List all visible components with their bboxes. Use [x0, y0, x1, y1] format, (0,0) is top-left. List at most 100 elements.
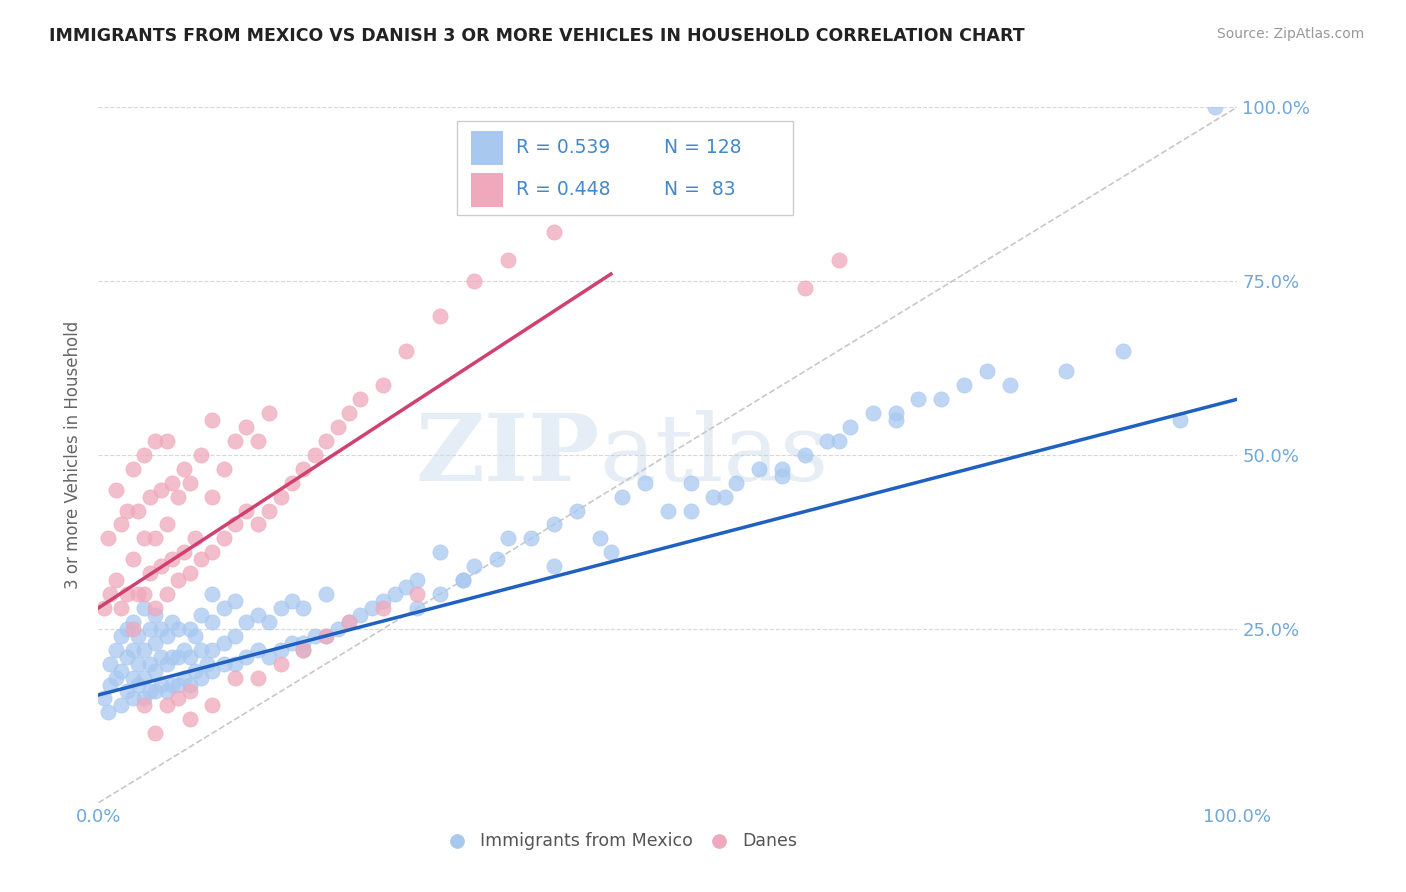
Point: [326, 420, 349, 434]
Point: [281, 475, 304, 490]
Point: [429, 309, 451, 323]
Point: [1170, 413, 1192, 427]
Point: [337, 406, 360, 420]
Point: [184, 664, 207, 678]
Point: [115, 649, 138, 664]
Point: [150, 649, 173, 664]
Point: [162, 552, 184, 566]
Point: [93, 601, 115, 615]
Point: [145, 684, 167, 698]
Point: [98, 657, 121, 671]
Point: [793, 448, 815, 462]
Point: [184, 532, 207, 546]
Point: [179, 622, 201, 636]
Point: [281, 594, 304, 608]
Point: [121, 642, 143, 657]
Point: [315, 434, 337, 448]
Point: [212, 532, 235, 546]
Point: [337, 615, 360, 629]
Point: [463, 559, 485, 574]
Point: [588, 532, 610, 546]
Point: [121, 671, 143, 685]
Point: [138, 490, 160, 504]
Point: [179, 649, 201, 664]
Point: [235, 615, 257, 629]
Bar: [471, 131, 503, 165]
Point: [349, 392, 371, 407]
Text: R = 0.539: R = 0.539: [516, 138, 610, 157]
Point: [235, 503, 257, 517]
Point: [371, 601, 394, 615]
Point: [292, 642, 315, 657]
Point: [543, 517, 565, 532]
Point: [657, 503, 679, 517]
Point: [156, 657, 179, 671]
Point: [104, 671, 127, 685]
Point: [304, 448, 326, 462]
Point: [98, 677, 121, 691]
Point: [212, 462, 235, 476]
Point: [998, 378, 1021, 392]
Point: [179, 712, 201, 726]
Point: [349, 607, 371, 622]
Point: [270, 657, 292, 671]
Point: [201, 545, 224, 559]
Point: [167, 490, 190, 504]
Point: [371, 594, 394, 608]
Point: [770, 468, 793, 483]
Point: [315, 629, 337, 643]
Point: [145, 726, 167, 740]
Point: [132, 671, 155, 685]
Point: [201, 413, 224, 427]
Point: [96, 706, 118, 720]
Point: [815, 434, 838, 448]
Point: [770, 462, 793, 476]
Point: [976, 364, 998, 378]
Point: [179, 566, 201, 581]
Point: [127, 587, 149, 601]
Point: [104, 483, 127, 497]
Point: [115, 684, 138, 698]
Point: [725, 475, 748, 490]
Point: [451, 573, 474, 587]
Point: [224, 657, 246, 671]
Point: [156, 684, 179, 698]
Point: [167, 677, 190, 691]
Point: [156, 434, 179, 448]
Text: IMMIGRANTS FROM MEXICO VS DANISH 3 OR MORE VEHICLES IN HOUSEHOLD CORRELATION CHA: IMMIGRANTS FROM MEXICO VS DANISH 3 OR MO…: [49, 27, 1025, 45]
Point: [714, 490, 737, 504]
Point: [224, 671, 246, 685]
Point: [167, 573, 190, 587]
Text: ZIP: ZIP: [415, 410, 599, 500]
Point: [121, 552, 143, 566]
Point: [793, 281, 815, 295]
Point: [156, 698, 179, 713]
Point: [304, 629, 326, 643]
Point: [132, 698, 155, 713]
Point: [451, 573, 474, 587]
Point: [150, 622, 173, 636]
Point: [862, 406, 884, 420]
Point: [270, 642, 292, 657]
Point: [121, 622, 143, 636]
Point: [576, 184, 599, 198]
Point: [929, 392, 952, 407]
Point: [224, 629, 246, 643]
Point: [679, 475, 702, 490]
Point: [839, 420, 862, 434]
Point: [162, 649, 184, 664]
Point: [224, 517, 246, 532]
Point: [98, 587, 121, 601]
Point: [115, 587, 138, 601]
Point: [132, 532, 155, 546]
Text: R = 0.448: R = 0.448: [516, 179, 610, 199]
Bar: [471, 173, 503, 207]
Point: [235, 420, 257, 434]
Point: [162, 677, 184, 691]
Point: [201, 642, 224, 657]
Point: [150, 483, 173, 497]
Point: [190, 642, 212, 657]
Point: [679, 503, 702, 517]
Point: [212, 636, 235, 650]
Point: [110, 698, 132, 713]
